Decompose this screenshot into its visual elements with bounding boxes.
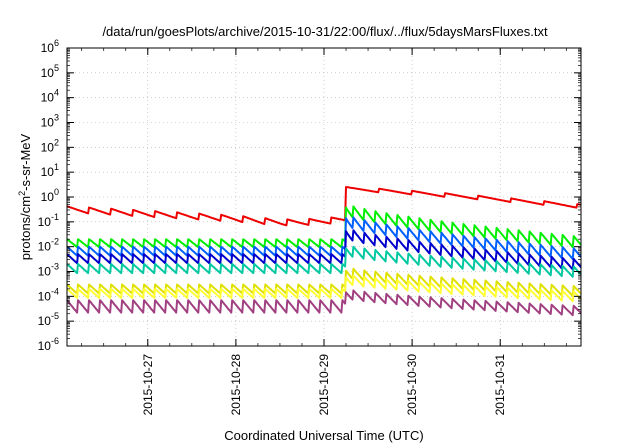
chart-title: /data/run/goesPlots/archive/2015-10-31/2… [102,24,548,39]
x-tick-label: 2015-10-29 [317,354,331,416]
x-tick-label: 2015-10-31 [493,354,507,416]
x-tick-label: 2015-10-27 [141,354,155,416]
series-line [66,186,582,227]
series-line [66,205,582,249]
series-line [66,245,582,278]
series-line [66,274,582,303]
y-tick-label: 106 [41,38,59,55]
y-tick-label: 10-3 [38,262,59,279]
y-tick-label: 101 [41,162,59,179]
y-tick-label: 10-2 [38,237,59,254]
y-tick-label: 10-1 [38,212,59,229]
y-tick-label: 104 [41,88,59,105]
series-line [66,289,582,317]
y-tick-label: 100 [41,187,59,204]
y-tick-label: 10-4 [38,286,59,303]
series-line [66,216,582,260]
x-ticks: 2015-10-27 2015-10-28 2015-10-29 2015-10-30… [81,48,567,416]
series-line [66,229,582,271]
x-tick-label: 2015-10-30 [405,354,419,416]
x-tick-label: 2015-10-28 [229,354,243,416]
series-layer [66,186,582,317]
y-tick-label: 10-6 [38,336,59,353]
y-tick-label: 103 [41,113,59,130]
y-axis-label: protons/cm2-s-sr-MeV [17,133,33,260]
y-tick-label: 102 [41,137,59,154]
y-tick-label: 105 [41,63,59,80]
x-axis-label: Coordinated Universal Time (UTC) [224,428,423,443]
y-tick-label: 10-5 [38,311,59,328]
